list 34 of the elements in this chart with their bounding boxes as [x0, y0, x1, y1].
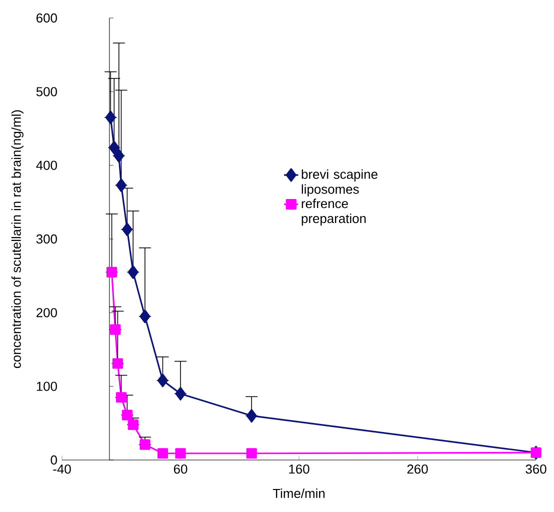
x-tick-label: -40	[53, 464, 71, 474]
x-tick-label: 60	[174, 464, 188, 474]
legend-label: refrence preparation	[302, 198, 366, 226]
point	[116, 178, 127, 192]
point	[106, 266, 118, 278]
point	[157, 374, 168, 388]
point	[108, 140, 120, 154]
point	[175, 448, 186, 459]
point	[112, 358, 123, 369]
x-axis-title: Time/min	[272, 488, 325, 498]
y-tick-label: 600	[36, 13, 57, 23]
y-tick-label: 200	[36, 308, 57, 318]
y-tick-label: 500	[36, 87, 57, 96]
point	[105, 110, 116, 124]
point	[110, 324, 121, 335]
point	[122, 410, 132, 420]
y-tick-label: 100	[36, 382, 57, 391]
y-tick-label: 300	[36, 234, 57, 244]
point	[140, 439, 150, 450]
point	[114, 148, 124, 163]
point	[246, 409, 257, 423]
x-tick-label: 260	[407, 464, 428, 474]
y-tick-label: 400	[36, 160, 57, 170]
point	[246, 448, 257, 459]
point	[157, 448, 168, 459]
point	[140, 310, 150, 324]
x-tick-label: 160	[289, 464, 310, 474]
y-axis-title: concentration of scutellarin in rat brain(ng/ml)	[11, 110, 24, 368]
point	[128, 265, 138, 279]
point	[175, 386, 186, 400]
y-tick-label: 0	[50, 455, 57, 465]
point	[122, 222, 132, 236]
x-tick-label: 360	[526, 464, 546, 474]
point	[128, 419, 138, 430]
